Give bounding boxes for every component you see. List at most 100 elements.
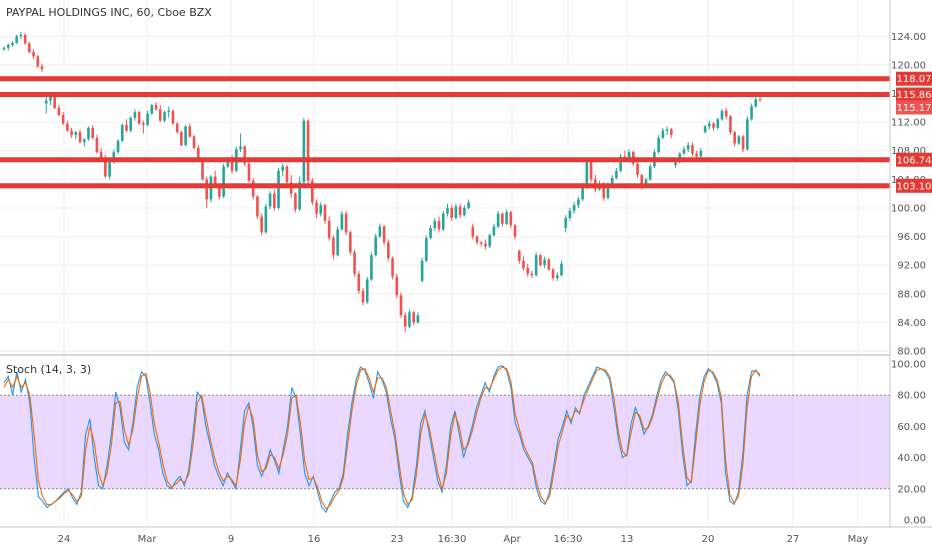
price-tick-label: 80.00 — [897, 347, 926, 358]
candle — [120, 123, 124, 143]
candle — [750, 103, 753, 121]
candle — [724, 107, 728, 120]
candle — [408, 309, 411, 329]
candle — [555, 272, 559, 281]
candle — [589, 160, 593, 183]
candle — [699, 147, 703, 158]
candle — [357, 270, 361, 294]
candle — [526, 263, 530, 277]
time-tick-label: Mar — [138, 534, 158, 545]
candle — [87, 126, 90, 141]
price-tags: 118.07 115.86 106.74 103.10 115.17 — [896, 71, 932, 193]
candle — [682, 146, 686, 156]
time-tick-label: 16 — [308, 534, 321, 545]
candle — [243, 145, 247, 167]
stoch-tick-label: 60.00 — [897, 422, 926, 433]
candle — [746, 116, 749, 151]
candle — [319, 202, 323, 217]
candle — [44, 94, 48, 114]
time-axis-ticks[interactable]: 24 Mar 9 16 23 16:30 Apr 16:30 13 20 27 May — [58, 534, 869, 545]
chart-title: PAYPAL HOLDINGS INC, 60, Cboe BZX — [6, 6, 212, 19]
candle — [260, 213, 263, 236]
candle — [142, 120, 145, 134]
price-tick-label: 108.00 — [891, 146, 926, 157]
candle — [479, 240, 483, 247]
price-tick-label: 96.00 — [897, 232, 926, 243]
candle — [332, 235, 335, 260]
candle — [336, 226, 339, 257]
candle — [264, 203, 268, 234]
candle — [256, 195, 259, 220]
candle — [572, 202, 576, 214]
candle — [433, 217, 437, 231]
time-tick-label: 13 — [621, 534, 634, 545]
candle — [323, 203, 327, 224]
candle — [6, 43, 10, 51]
price-tick-label: 120.00 — [891, 60, 926, 71]
candle — [311, 177, 314, 206]
candle — [534, 252, 538, 277]
level-line — [0, 92, 890, 98]
candle — [19, 32, 23, 40]
candle — [665, 126, 669, 136]
candle — [446, 203, 449, 217]
candle — [32, 49, 35, 60]
candle — [167, 106, 171, 118]
candle — [205, 176, 209, 208]
candle — [247, 160, 251, 183]
candle — [192, 135, 196, 150]
candle — [374, 233, 377, 257]
candle — [517, 249, 521, 264]
candle — [513, 223, 517, 240]
candle — [691, 142, 694, 157]
stoch-tick-label: 100.00 — [891, 360, 926, 371]
candle — [467, 199, 470, 210]
candle — [475, 235, 479, 246]
candle — [720, 109, 724, 121]
price-tick-label: 84.00 — [897, 318, 926, 329]
time-tick-label: 20 — [702, 534, 715, 545]
stoch-series-line — [3, 366, 761, 511]
candle — [268, 190, 272, 210]
candle — [615, 167, 618, 180]
candle — [137, 110, 141, 125]
level-line — [0, 157, 890, 163]
candle — [420, 258, 424, 283]
candle — [70, 127, 73, 138]
stoch-axis-ticks[interactable]: 100.00 80.00 60.00 40.00 20.00 0.00 — [891, 360, 926, 527]
candle — [551, 268, 555, 281]
level-line — [0, 183, 890, 189]
candle — [188, 123, 192, 138]
level-tag: 103.10 — [896, 178, 932, 193]
price-tick-label: 92.00 — [897, 261, 926, 272]
time-tick-label: 24 — [58, 534, 71, 545]
candle — [281, 163, 285, 177]
time-tick-label: 16:30 — [554, 534, 583, 545]
candle — [365, 276, 369, 304]
time-tick-label: 23 — [391, 534, 404, 545]
candle — [82, 137, 86, 147]
candle — [28, 42, 31, 54]
stoch-tick-label: 20.00 — [897, 484, 926, 495]
candle — [425, 235, 428, 263]
candle — [125, 119, 128, 133]
candle — [36, 54, 40, 68]
price-grid — [0, 0, 890, 355]
candle — [471, 223, 475, 240]
candle — [150, 103, 154, 115]
candle — [530, 270, 534, 279]
candle — [95, 135, 99, 154]
candle — [733, 130, 736, 147]
stoch-tick-label: 0.00 — [904, 516, 926, 527]
time-tick-label: 27 — [787, 534, 800, 545]
candle — [116, 139, 120, 154]
candle — [302, 117, 306, 186]
candle — [657, 135, 660, 154]
stoch-tick-label: 80.00 — [897, 391, 926, 402]
candle — [370, 252, 373, 281]
candle — [251, 177, 255, 200]
candle — [450, 205, 453, 221]
time-tick-label: 16:30 — [438, 534, 467, 545]
candle — [661, 127, 665, 140]
